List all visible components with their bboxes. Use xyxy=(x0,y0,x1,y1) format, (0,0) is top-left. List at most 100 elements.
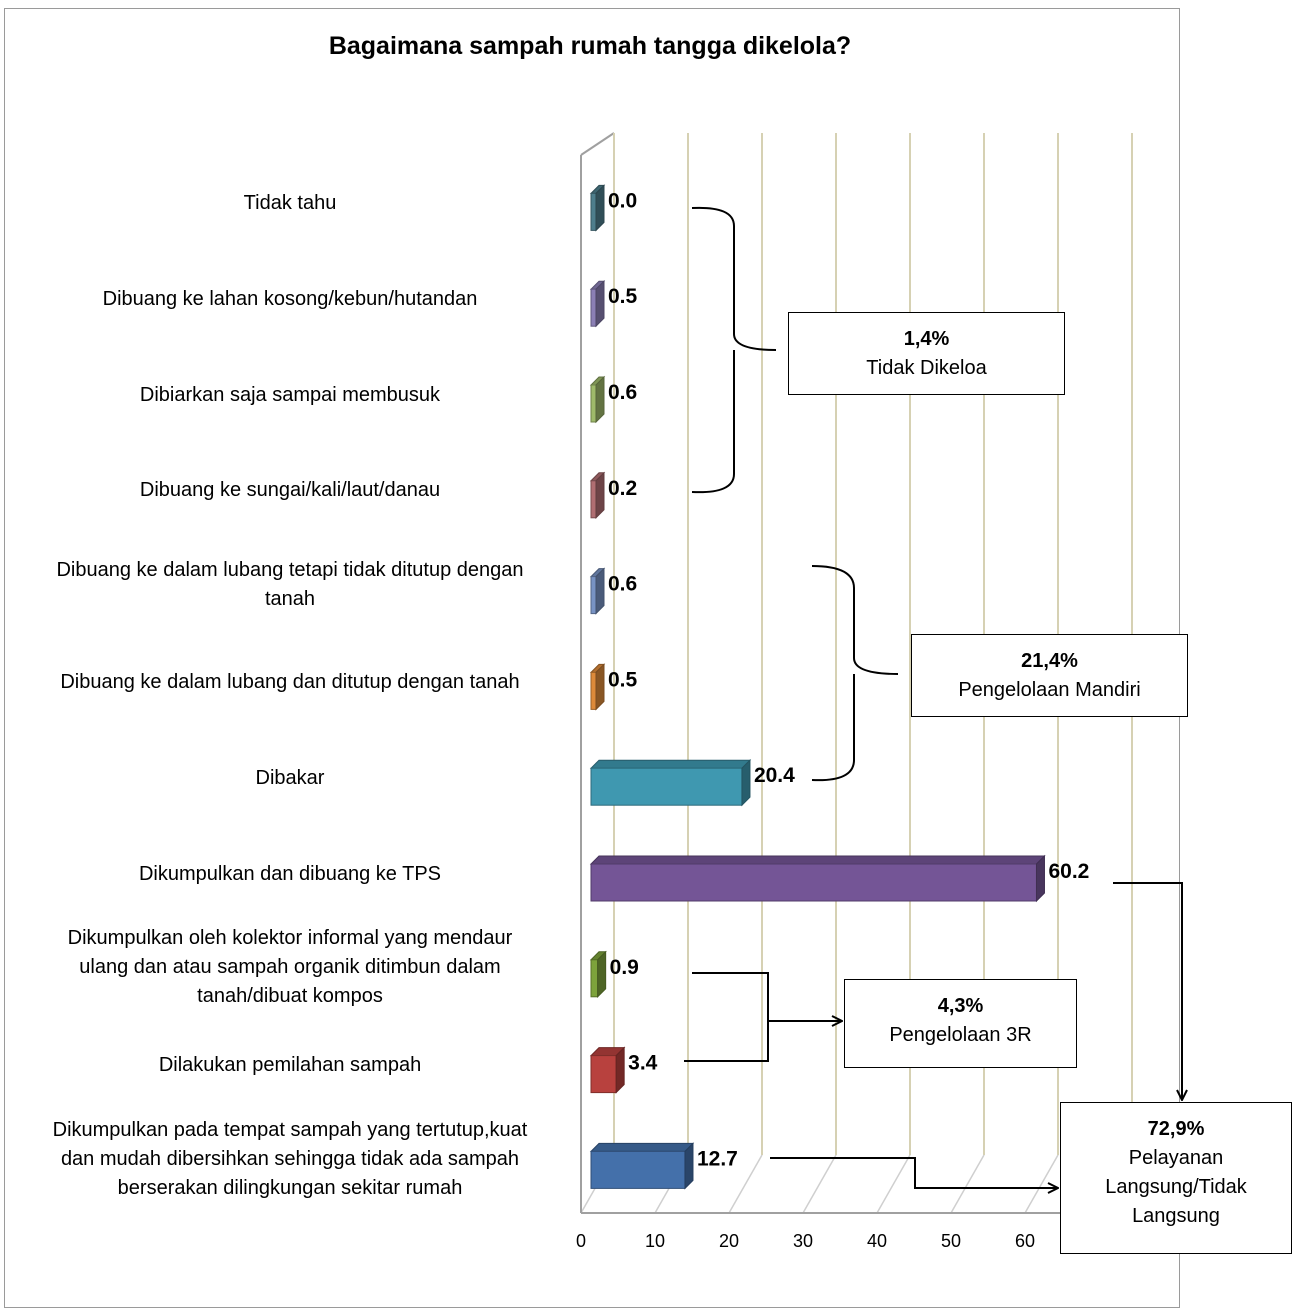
x-tick-labels: 0 10 20 30 40 50 60 xyxy=(576,1231,1035,1251)
bar xyxy=(590,863,1037,902)
value-label: 0.0 xyxy=(608,189,637,212)
bar xyxy=(590,384,597,423)
category-label-line: berserakan dilingkungan sekitar rumah xyxy=(117,1176,463,1199)
category-label: Dibuang ke dalam lubang tetapi tidak dit… xyxy=(20,556,560,614)
bar xyxy=(590,671,597,710)
bar xyxy=(590,959,599,998)
annotation-percent: 1,4% xyxy=(903,328,950,350)
bracket-3r xyxy=(684,972,769,1062)
bar-side-face xyxy=(684,1142,694,1190)
bar-top-face xyxy=(589,759,752,769)
value-label: 0.5 xyxy=(608,285,638,308)
bar-side-face xyxy=(595,375,605,424)
arrow-tempat-sampah xyxy=(770,1157,1058,1188)
annotation-pelayanan: 72,9% Pelayanan Langsung/Tidak Langsung xyxy=(1060,1102,1292,1254)
bar xyxy=(590,1055,617,1094)
category-label: Dibiarkan saja sampai membusuk xyxy=(20,381,560,410)
annotation-pengelolaan-3r: 4,3% Pengelolaan 3R xyxy=(844,979,1077,1068)
bar-side-face xyxy=(741,758,751,807)
bar-top-face xyxy=(589,1142,695,1152)
bar-side-face xyxy=(595,279,605,328)
x-tick-label: 30 xyxy=(793,1231,813,1251)
floor-gridline xyxy=(1024,1154,1059,1214)
bar-side-face xyxy=(615,1046,625,1094)
annotation-percent: 72,9% xyxy=(1147,1118,1205,1140)
annotation-text: Pengelolaan 3R xyxy=(889,1024,1032,1046)
x-tick-label: 10 xyxy=(645,1231,665,1251)
category-label-line: dan mudah dibersihkan sehingga tidak ada… xyxy=(60,1147,520,1170)
value-label: 3.4 xyxy=(628,1052,658,1075)
value-label: 20.4 xyxy=(754,764,795,787)
bar-side-face xyxy=(595,567,605,615)
annotation-percent: 4,3% xyxy=(937,995,984,1017)
category-label: Dibuang ke lahan kosong/kebun/hutandan xyxy=(20,285,560,314)
value-label: 0.6 xyxy=(608,573,637,596)
category-label-line: Dilakukan pemilahan sampah xyxy=(158,1054,422,1077)
bar-top-face xyxy=(589,855,1046,865)
floor-gridline xyxy=(876,1154,911,1214)
bar xyxy=(590,288,597,327)
brace-pengelolaan-mandiri xyxy=(811,565,899,782)
category-label: Dikumpulkan dan dibuang ke TPS xyxy=(20,860,560,889)
floor-gridline xyxy=(802,1154,837,1214)
annotation-connectors xyxy=(684,206,1182,1188)
annotation-tidak-dikelola: 1,4% Tidak Dikeloa xyxy=(788,312,1065,395)
category-label-line: Dibuang ke dalam lubang dan ditutup deng… xyxy=(60,670,520,693)
category-label-line: Tidak tahu xyxy=(243,191,337,214)
x-tick-label: 20 xyxy=(719,1231,739,1251)
bar-side-face xyxy=(595,471,605,520)
category-label-line: Dikumpulkan pada tempat sampah yang tert… xyxy=(52,1118,528,1141)
annotation-text: Pelayanan Langsung/Tidak Langsung xyxy=(1105,1147,1247,1227)
x-tick-label: 60 xyxy=(1015,1231,1035,1251)
category-label-line: Dibuang ke lahan kosong/kebun/hutandan xyxy=(102,287,478,310)
bar-side-face xyxy=(595,184,605,232)
category-label-line: Dikumpulkan oleh kolektor informal yang … xyxy=(67,927,513,950)
bar-side-face xyxy=(595,663,605,711)
chart-title: Bagaimana sampah rumah tangga dikelola? xyxy=(328,32,852,60)
category-label-line: tanah/dibuat kompos xyxy=(197,985,383,1008)
floor-gridline xyxy=(728,1154,763,1214)
value-label: 12.7 xyxy=(697,1147,738,1170)
category-label-line: ulang dan atau sampah organik ditimbun d… xyxy=(79,956,501,979)
annotation-text: Pengelolaan Mandiri xyxy=(958,679,1141,701)
arrow-tps xyxy=(1113,882,1182,1100)
annotation-text: Tidak Dikeloa xyxy=(866,357,987,379)
bar xyxy=(590,480,597,519)
bar-side-face xyxy=(1035,854,1045,903)
category-label: Dibuang ke dalam lubang dan ditutup deng… xyxy=(20,668,560,697)
category-label: Dikumpulkan pada tempat sampah yang tert… xyxy=(20,1116,560,1203)
bar xyxy=(590,192,597,231)
category-label: Dibakar xyxy=(20,764,560,793)
category-label: Tidak tahu xyxy=(20,189,560,218)
category-label-line: Dibuang ke sungai/kali/laut/danau xyxy=(139,479,441,502)
category-label-line: Dibakar xyxy=(255,766,325,789)
bar xyxy=(590,767,743,806)
category-label-line: Dibiarkan saja sampai membusuk xyxy=(139,383,441,406)
brace-tidak-dikelola xyxy=(691,206,777,494)
value-label: 0.6 xyxy=(608,381,637,404)
value-labels: 0.0 0.5 0.6 0.2 0.6 0.5 20.4 60.2 0.9 3.4 12.7 xyxy=(608,189,1089,1170)
bar-side-face xyxy=(597,950,607,999)
category-label: Dilakukan pemilahan sampah xyxy=(20,1051,560,1080)
annotation-pengelolaan-mandiri: 21,4% Pengelolaan Mandiri xyxy=(911,634,1188,717)
value-label: 0.2 xyxy=(608,477,637,500)
category-label: Dibuang ke sungai/kali/laut/danau xyxy=(20,476,560,505)
category-label-line: Dibuang ke dalam lubang tetapi tidak dit… xyxy=(56,558,524,581)
x-tick-label: 0 xyxy=(576,1231,586,1251)
bar xyxy=(590,1150,686,1189)
axes xyxy=(580,132,1144,1214)
x-tick-label: 40 xyxy=(867,1231,887,1251)
floor-gridline xyxy=(950,1154,985,1214)
category-label-line: tanah xyxy=(264,587,316,610)
category-label: Dikumpulkan oleh kolektor informal yang … xyxy=(20,924,560,1011)
value-label: 0.9 xyxy=(610,956,639,979)
value-label: 0.5 xyxy=(608,668,638,691)
x-tick-label: 50 xyxy=(941,1231,961,1251)
category-label-line: Dikumpulkan dan dibuang ke TPS xyxy=(138,862,442,885)
annotation-percent: 21,4% xyxy=(1021,650,1078,672)
value-label: 60.2 xyxy=(1048,860,1089,883)
bars xyxy=(589,184,1046,1190)
bar xyxy=(590,576,597,615)
side-wall-top xyxy=(580,132,615,156)
